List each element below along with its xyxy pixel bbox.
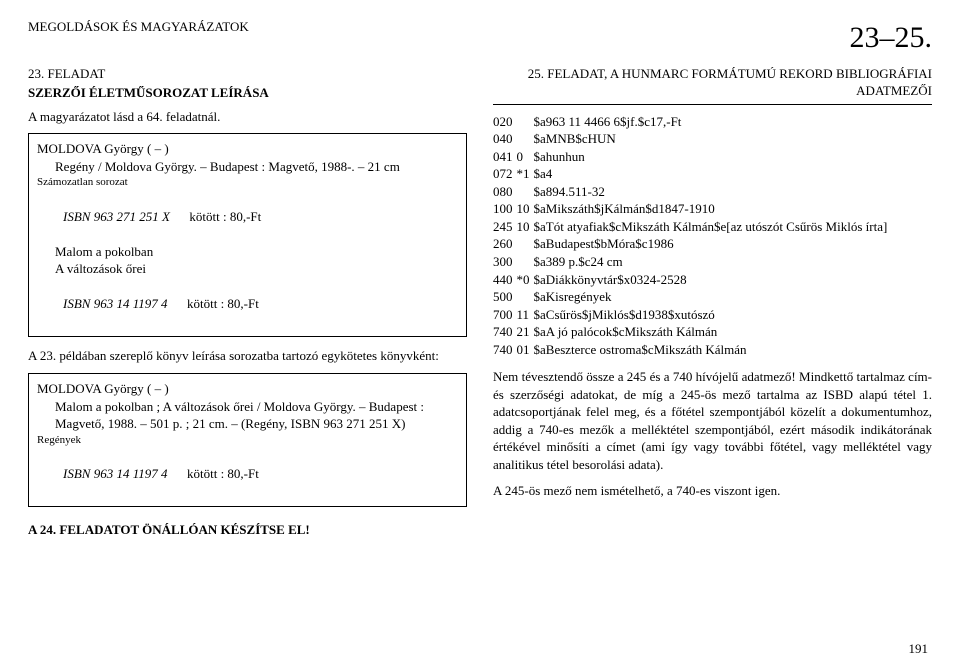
box1-vol2: A változások őrei xyxy=(55,260,458,278)
isbn1-code: ISBN 963 271 251 X xyxy=(63,209,170,224)
marc-value: $a894.511-32 xyxy=(534,183,892,201)
marc-indicator xyxy=(517,235,534,253)
marc-tag: 500 xyxy=(493,288,517,306)
marc-indicator xyxy=(517,113,534,131)
marc-value: $aDiákkönyvtár$x0324-2528 xyxy=(534,271,892,289)
marc-indicator xyxy=(517,253,534,271)
marc-tag: 020 xyxy=(493,113,517,131)
marc-row: 24510$aTót atyafiak$cMikszáth Kálmán$e[a… xyxy=(493,218,891,236)
marc-value: $aTót atyafiak$cMikszáth Kálmán$e[az utó… xyxy=(534,218,892,236)
box2-isbn-price: kötött : 80,-Ft xyxy=(187,466,259,481)
marc-row: 500 $aKisregények xyxy=(493,288,891,306)
marc-tag: 300 xyxy=(493,253,517,271)
box1-isbn2: ISBN 963 14 1197 4 kötött : 80,-Ft xyxy=(37,278,458,331)
box2-author: MOLDOVA György ( – ) xyxy=(37,380,458,398)
marc-row: 440*0$aDiákkönyvtár$x0324-2528 xyxy=(493,271,891,289)
header-left: MEGOLDÁSOK ÉS MAGYARÁZATOK xyxy=(28,18,249,36)
marc-indicator: 10 xyxy=(517,218,534,236)
marc-tag: 245 xyxy=(493,218,517,236)
marc-value: $aKisregények xyxy=(534,288,892,306)
marc-tag: 440 xyxy=(493,271,517,289)
marc-row: 072*1$a4 xyxy=(493,165,891,183)
marc-value: $aMNB$cHUN xyxy=(534,130,892,148)
marc-tag: 740 xyxy=(493,341,517,359)
box2-title-line: Malom a pokolban ; A változások őrei / M… xyxy=(55,398,458,433)
marc-row: 260 $aBudapest$bMóra$c1986 xyxy=(493,235,891,253)
marc-row: 74021$aA jó palócok$cMikszáth Kálmán xyxy=(493,323,891,341)
marc-tag: 072 xyxy=(493,165,517,183)
mid-paragraph: A 23. példában szereplő könyv leírása so… xyxy=(28,347,467,365)
footer-instruction: A 24. FELADATOT ÖNÁLLÓAN KÉSZÍTSE EL! xyxy=(28,521,467,539)
marc-value: $a963 11 4466 6$jf.$c17,-Ft xyxy=(534,113,892,131)
bibliography-box-1: MOLDOVA György ( – ) Regény / Moldova Gy… xyxy=(28,133,467,337)
right-title-line2: ADATMEZŐI xyxy=(856,83,932,98)
box1-isbn1: ISBN 963 271 251 X kötött : 80,-Ft xyxy=(37,190,458,243)
marc-tag: 700 xyxy=(493,306,517,324)
marc-row: 020 $a963 11 4466 6$jf.$c17,-Ft xyxy=(493,113,891,131)
marc-row: 10010$aMikszáth$jKálmán$d1847-1910 xyxy=(493,200,891,218)
marc-value: $aBudapest$bMóra$c1986 xyxy=(534,235,892,253)
marc-tag: 100 xyxy=(493,200,517,218)
marc-value: $aA jó palócok$cMikszáth Kálmán xyxy=(534,323,892,341)
main-columns: 23. FELADAT SZERZŐI ÉLETMŰSOROZAT LEÍRÁS… xyxy=(28,65,932,547)
marc-value: $aCsűrös$jMiklós$d1938$xutószó xyxy=(534,306,892,324)
marc-indicator: 01 xyxy=(517,341,534,359)
marc-row: 080 $a894.511-32 xyxy=(493,183,891,201)
marc-row: 74001$aBeszterce ostroma$cMikszáth Kálmá… xyxy=(493,341,891,359)
marc-tag: 260 xyxy=(493,235,517,253)
marc-indicator: 11 xyxy=(517,306,534,324)
box2-isbn: ISBN 963 14 1197 4 kötött : 80,-Ft xyxy=(37,447,458,500)
marc-value: $aBeszterce ostroma$cMikszáth Kálmán xyxy=(534,341,892,359)
marc-indicator xyxy=(517,288,534,306)
right-title: 25. FELADAT, A HUNMARC FORMÁTUMÚ REKORD … xyxy=(493,65,932,105)
bibliography-box-2: MOLDOVA György ( – ) Malom a pokolban ; … xyxy=(28,373,467,507)
right-title-line1: 25. FELADAT, A HUNMARC FORMÁTUMÚ REKORD … xyxy=(528,66,932,81)
marc-indicator: 21 xyxy=(517,323,534,341)
box2-genre: Regények xyxy=(37,433,458,448)
marc-indicator: 0 xyxy=(517,148,534,166)
box2-isbn-code: ISBN 963 14 1197 4 xyxy=(63,466,167,481)
box1-series: Számozatlan sorozat xyxy=(37,175,458,190)
marc-indicator: *0 xyxy=(517,271,534,289)
box1-vol1: Malom a pokolban xyxy=(55,243,458,261)
task-subtitle: SZERZŐI ÉLETMŰSOROZAT LEÍRÁSA xyxy=(28,84,467,102)
marc-value: $ahunhun xyxy=(534,148,892,166)
marc-row: 300 $a389 p.$c24 cm xyxy=(493,253,891,271)
marc-row: 70011$aCsűrös$jMiklós$d1938$xutószó xyxy=(493,306,891,324)
title-underline xyxy=(493,104,932,105)
marc-indicator xyxy=(517,183,534,201)
explanation-1: Nem tévesztendő össze a 245 és a 740 hív… xyxy=(493,368,932,473)
marc-tag: 080 xyxy=(493,183,517,201)
isbn2-code: ISBN 963 14 1197 4 xyxy=(63,296,167,311)
marc-tag: 740 xyxy=(493,323,517,341)
marc-value: $a4 xyxy=(534,165,892,183)
marc-indicator: *1 xyxy=(517,165,534,183)
right-column: 25. FELADAT, A HUNMARC FORMÁTUMÚ REKORD … xyxy=(493,65,932,547)
page-number: 191 xyxy=(909,640,929,658)
header-right: 23–25. xyxy=(850,18,933,59)
isbn1-price: kötött : 80,-Ft xyxy=(189,209,261,224)
marc-indicator xyxy=(517,130,534,148)
marc-tag: 040 xyxy=(493,130,517,148)
marc-value: $a389 p.$c24 cm xyxy=(534,253,892,271)
marc-row: 040 $aMNB$cHUN xyxy=(493,130,891,148)
left-column: 23. FELADAT SZERZŐI ÉLETMŰSOROZAT LEÍRÁS… xyxy=(28,65,467,547)
box1-title-line: Regény / Moldova György. – Budapest : Ma… xyxy=(55,158,458,176)
marc-row: 0410$ahunhun xyxy=(493,148,891,166)
isbn2-price: kötött : 80,-Ft xyxy=(187,296,259,311)
marc-tag: 041 xyxy=(493,148,517,166)
note: A magyarázatot lásd a 64. feladatnál. xyxy=(28,108,467,126)
task-number: 23. FELADAT xyxy=(28,65,467,83)
marc-indicator: 10 xyxy=(517,200,534,218)
page-header: MEGOLDÁSOK ÉS MAGYARÁZATOK 23–25. xyxy=(28,18,932,59)
marc-table: 020 $a963 11 4466 6$jf.$c17,-Ft 040 $aMNB$c… xyxy=(493,113,891,359)
box1-author: MOLDOVA György ( – ) xyxy=(37,140,458,158)
marc-value: $aMikszáth$jKálmán$d1847-1910 xyxy=(534,200,892,218)
explanation-2: A 245-ös mező nem ismételhető, a 740-es … xyxy=(493,482,932,500)
